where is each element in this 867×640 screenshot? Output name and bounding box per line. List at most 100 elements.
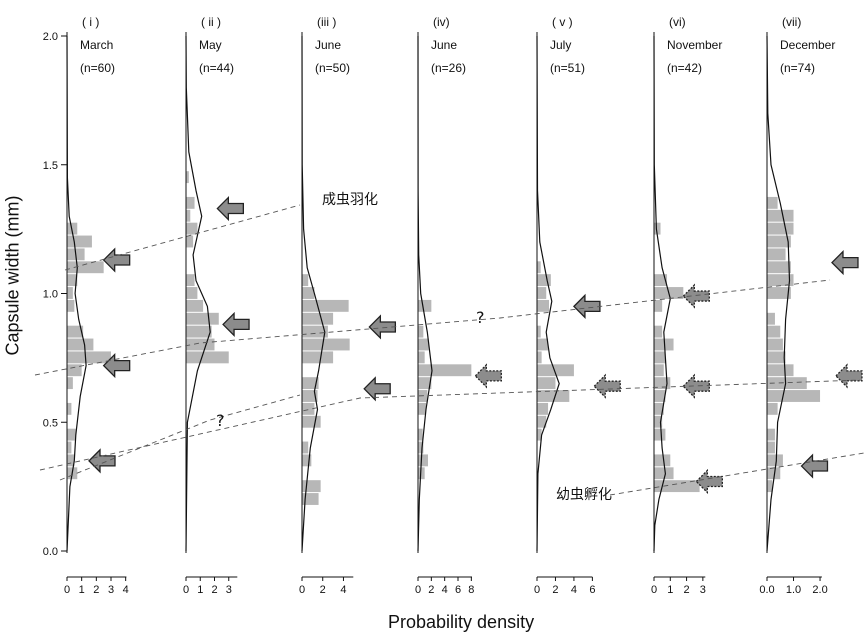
histogram-bar <box>537 390 570 402</box>
histogram-bar <box>418 364 472 377</box>
histogram-bar <box>767 467 781 480</box>
histogram-bar <box>767 428 775 441</box>
histogram-bar <box>67 261 104 274</box>
histogram-bar <box>67 364 82 377</box>
cohort-arrow <box>363 376 391 402</box>
histogram-bar <box>67 299 75 312</box>
histogram-bar <box>418 351 425 364</box>
panel-5: 0 2 4 6 ( v ) July (n=51) <box>534 15 621 596</box>
annotation-question-2: ? <box>216 411 225 430</box>
panel-n-label: (n=60) <box>80 61 115 75</box>
histogram-bar <box>67 428 76 441</box>
histogram-bar <box>67 235 92 248</box>
histogram-bar <box>537 377 556 390</box>
histogram-bar <box>67 287 73 299</box>
histogram-bar <box>302 390 318 402</box>
cohort-arrow <box>88 448 116 474</box>
histogram-bar <box>67 351 111 364</box>
panel-4: 0 2 4 6 8 (iv) June (n=26) <box>415 15 502 596</box>
cohort-arrow <box>474 363 502 389</box>
histogram-bar <box>654 415 663 428</box>
histogram-bar <box>654 325 663 338</box>
histogram-bar <box>767 338 783 351</box>
x-tick-label: 0.0 <box>759 584 774 596</box>
panel-month-label: March <box>80 38 113 52</box>
panel-roman-label: ( ii ) <box>201 15 221 29</box>
histogram-bar <box>767 235 791 248</box>
histogram-bar <box>186 287 198 299</box>
histogram-bar <box>302 274 309 287</box>
x-tick-label: 6 <box>589 584 595 596</box>
density-curve <box>536 35 560 552</box>
histogram-bar <box>767 377 807 390</box>
x-tick-label: 6 <box>455 584 461 596</box>
x-tick-label: 1 <box>667 584 673 596</box>
panel-n-label: (n=74) <box>780 61 815 75</box>
x-tick-label: 0 <box>64 584 70 596</box>
histogram-bar <box>418 441 424 454</box>
histogram-bar <box>654 402 664 415</box>
histogram-bar <box>767 261 791 274</box>
x-tick-label: 0 <box>534 584 540 596</box>
histogram-bar <box>537 274 551 287</box>
x-tick-label: 3 <box>108 584 114 596</box>
histogram-bar <box>418 454 428 467</box>
panel-n-label: (n=26) <box>431 61 466 75</box>
panel-1: 0 1 2 3 4 ( i ) March (n=60) <box>64 15 131 596</box>
density-curve <box>653 35 671 552</box>
histogram-bar <box>186 209 191 222</box>
panel-roman-label: ( v ) <box>552 15 573 29</box>
histogram-bar <box>418 325 424 338</box>
x-tick-label: 0 <box>299 584 305 596</box>
histogram-bar <box>654 428 666 441</box>
histogram-bar <box>654 274 668 287</box>
histogram-bar <box>537 351 542 364</box>
histogram-bar <box>537 415 547 428</box>
x-tick-label: 4 <box>571 584 577 596</box>
histogram-bar <box>537 325 541 338</box>
panel-2: 0 1 2 3 ( ii ) May (n=44) <box>183 15 250 596</box>
histogram-bar <box>302 493 319 505</box>
panel-month-label: June <box>315 38 341 52</box>
histogram-bar <box>186 312 219 325</box>
density-curve <box>301 35 326 552</box>
annotation-adult-emergence: 成虫羽化 <box>322 192 378 208</box>
panel-month-label: December <box>780 38 835 52</box>
x-tick-label: 2 <box>552 584 558 596</box>
panel-roman-label: (iv) <box>433 15 450 29</box>
panel-n-label: (n=44) <box>199 61 234 75</box>
panel-roman-label: (iii ) <box>317 15 336 29</box>
histogram-bar <box>767 312 775 325</box>
cohort-arrow <box>831 250 859 276</box>
histogram-bar <box>654 454 671 467</box>
histogram-bar <box>418 338 429 351</box>
density-curve <box>417 35 433 552</box>
histogram-bar <box>186 274 195 287</box>
histogram-bar <box>186 196 195 209</box>
x-tick-label: 0 <box>415 584 421 596</box>
cohort-arrow <box>682 283 710 309</box>
x-tick-label: 2 <box>684 584 690 596</box>
cohort-trend-line <box>34 279 831 376</box>
x-tick-label: 0 <box>183 584 189 596</box>
histogram-bar <box>302 287 315 299</box>
cohort-arrow <box>800 453 829 479</box>
x-tick-label: 2 <box>428 584 434 596</box>
cohort-arrow <box>573 293 601 319</box>
histogram-bar <box>767 402 778 415</box>
histogram-bar <box>302 441 309 454</box>
histogram-bar <box>67 325 84 338</box>
histogram-bar <box>654 467 674 480</box>
x-tick-label: 2 <box>320 584 326 596</box>
cohort-arrow <box>835 363 863 389</box>
histogram-bar <box>767 287 791 299</box>
histogram-bar <box>418 428 423 441</box>
histogram-bar <box>767 351 786 364</box>
panel-7: 0.0 1.0 2.0 (vii) December (n=74) <box>759 15 863 596</box>
x-tick-label: 3 <box>226 584 232 596</box>
histogram-bar <box>302 454 312 467</box>
panel-month-label: November <box>667 38 722 52</box>
x-tick-label: 1.0 <box>786 584 801 596</box>
x-tick-label: 0 <box>651 584 657 596</box>
panel-n-label: (n=42) <box>667 61 702 75</box>
